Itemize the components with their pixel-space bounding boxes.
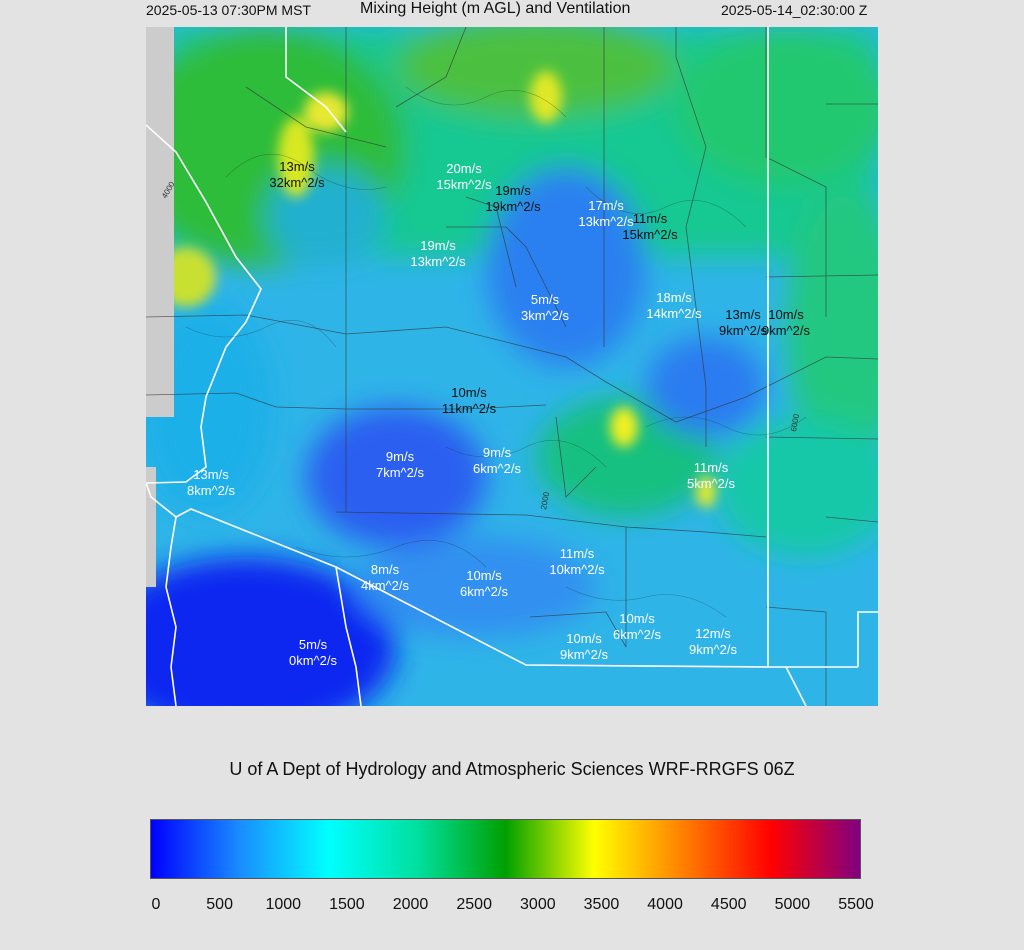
- station-label: 10m/s 9km^2/s: [762, 307, 810, 339]
- ventilation-rate: 8km^2/s: [186, 483, 236, 498]
- ventilation-rate: 3km^2/s: [520, 308, 570, 323]
- station-label: 20m/s 15km^2/s: [436, 161, 491, 193]
- contour-label: 6000: [789, 413, 801, 433]
- station-label: 11m/s 10km^2/s: [549, 546, 604, 578]
- ventilation-rate: 32km^2/s: [269, 175, 325, 190]
- station-label: 12m/s 9km^2/s: [689, 626, 737, 658]
- colorbar-tick-label: 2000: [392, 896, 429, 913]
- wind-speed: 20m/s: [446, 161, 482, 176]
- no-data-strip-lower: [146, 467, 156, 587]
- ventilation-rate: 19km^2/s: [485, 199, 541, 214]
- ventilation-rate: 14km^2/s: [646, 306, 702, 321]
- map-canvas: 4000 2000 6000: [146, 27, 878, 706]
- colorbar-tick-label: 4500: [710, 896, 747, 913]
- wind-speed: 11m/s: [559, 546, 595, 561]
- colorbar: [150, 819, 861, 879]
- station-label: 18m/s 14km^2/s: [646, 290, 701, 322]
- wind-speed: 10m/s: [768, 307, 804, 322]
- ventilation-rate: 9km^2/s: [761, 323, 811, 338]
- ventilation-rate: 0km^2/s: [288, 653, 338, 668]
- wind-speed: 18m/s: [656, 290, 692, 305]
- station-label: 5m/s 0km^2/s: [289, 637, 337, 669]
- station-label: 19m/s 13km^2/s: [410, 238, 465, 270]
- colorbar-tick-label: 1000: [265, 896, 302, 913]
- station-label: 9m/s 7km^2/s: [376, 449, 424, 481]
- colorbar-tick-label: 3500: [583, 896, 620, 913]
- colorbar-tick-label: 500: [206, 896, 233, 913]
- contour-label: 2000: [539, 491, 551, 511]
- station-label: 13m/s 8km^2/s: [187, 467, 235, 499]
- wind-speed: 10m/s: [566, 631, 602, 646]
- ventilation-rate: 13km^2/s: [410, 254, 466, 269]
- colorbar-tick-label: 0: [151, 896, 161, 913]
- wind-speed: 9m/s: [385, 449, 415, 464]
- wind-speed: 5m/s: [298, 637, 328, 652]
- station-label: 10m/s 9km^2/s: [560, 631, 608, 663]
- ventilation-rate: 6km^2/s: [612, 627, 662, 642]
- ventilation-rate: 9km^2/s: [559, 647, 609, 662]
- colorbar-tick-label: 4000: [647, 896, 683, 913]
- state-borders: [146, 27, 878, 706]
- ventilation-rate: 6km^2/s: [472, 461, 522, 476]
- ventilation-rate: 10km^2/s: [549, 562, 605, 577]
- station-label: 8m/s 4km^2/s: [361, 562, 409, 594]
- wind-speed: 19m/s: [495, 183, 531, 198]
- colorbar-tick-label: 1500: [329, 896, 365, 913]
- station-label: 19m/s 19km^2/s: [485, 183, 540, 215]
- colorbar-tick-label: 3000: [520, 896, 556, 913]
- wind-speed: 11m/s: [632, 211, 668, 226]
- wind-speed: 8m/s: [370, 562, 400, 577]
- colorbar-tick-label: 2500: [456, 896, 492, 913]
- colorbar-tick-label: 5500: [838, 896, 874, 913]
- wind-speed: 17m/s: [588, 198, 624, 213]
- wind-speed: 5m/s: [530, 292, 560, 307]
- ventilation-rate: 15km^2/s: [622, 227, 678, 242]
- ventilation-rate: 9km^2/s: [718, 323, 768, 338]
- mixing-height-map: 4000 2000 6000: [146, 27, 878, 706]
- map-title: Mixing Height (m AGL) and Ventilation: [360, 0, 631, 17]
- no-data-strip: [146, 27, 174, 417]
- ventilation-rate: 5km^2/s: [686, 476, 736, 491]
- station-label: 10m/s 11km^2/s: [442, 385, 496, 417]
- ventilation-rate: 15km^2/s: [436, 177, 492, 192]
- ventilation-rate: 4km^2/s: [360, 578, 410, 593]
- mixing-height-field: [146, 27, 878, 706]
- colorbar-tick-label: 5000: [774, 896, 811, 913]
- ventilation-rate: 9km^2/s: [688, 642, 738, 657]
- ventilation-rate: 7km^2/s: [375, 465, 425, 480]
- station-label: 17m/s 13km^2/s: [578, 198, 633, 230]
- valid-time-local: 2025-05-13 07:30PM MST: [146, 2, 311, 18]
- station-label: 13m/s 32km^2/s: [269, 159, 324, 191]
- terrain-contours: [185, 86, 807, 618]
- wind-speed: 10m/s: [466, 568, 502, 583]
- county-borders: [146, 27, 878, 706]
- station-label: 5m/s 3km^2/s: [521, 292, 569, 324]
- wind-speed: 13m/s: [279, 159, 315, 174]
- wind-speed: 12m/s: [695, 626, 731, 641]
- station-label: 11m/s 5km^2/s: [687, 460, 735, 492]
- wind-speed: 19m/s: [420, 238, 456, 253]
- station-label: 10m/s 6km^2/s: [460, 568, 508, 600]
- station-label: 13m/s 9km^2/s: [719, 307, 767, 339]
- wind-speed: 11m/s: [693, 460, 729, 475]
- wind-speed: 10m/s: [619, 611, 655, 626]
- station-label: 11m/s 15km^2/s: [622, 211, 677, 243]
- ventilation-rate: 6km^2/s: [459, 584, 509, 599]
- ventilation-rate: 13km^2/s: [578, 214, 634, 229]
- station-label: 10m/s 6km^2/s: [613, 611, 661, 643]
- wind-speed: 13m/s: [725, 307, 761, 322]
- wind-speed: 9m/s: [482, 445, 512, 460]
- wind-speed: 13m/s: [193, 467, 229, 482]
- ventilation-rate: 11km^2/s: [441, 401, 497, 416]
- wind-speed: 10m/s: [451, 385, 487, 400]
- station-label: 9m/s 6km^2/s: [473, 445, 521, 477]
- model-credit: U of A Dept of Hydrology and Atmospheric…: [229, 759, 795, 779]
- valid-time-utc: 2025-05-14_02:30:00 Z: [721, 2, 868, 18]
